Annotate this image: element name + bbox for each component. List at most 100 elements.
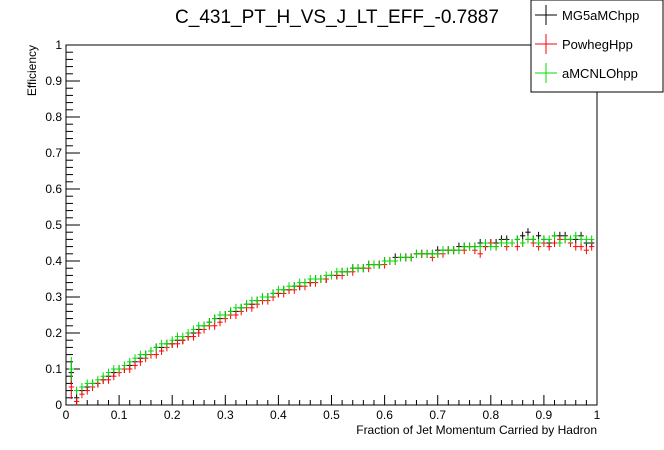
x-tick-label: 0.1	[111, 408, 128, 422]
data-point	[249, 296, 255, 305]
data-point	[196, 329, 202, 337]
data-point	[79, 390, 85, 399]
data-point	[520, 231, 526, 240]
data-point	[259, 293, 266, 301]
data-point	[535, 231, 542, 240]
data-point	[212, 321, 218, 330]
data-point	[525, 235, 531, 244]
y-tick-label: 1	[55, 38, 62, 52]
data-point	[567, 235, 574, 244]
data-point	[530, 235, 536, 244]
data-point	[456, 246, 462, 255]
data-point	[477, 249, 483, 258]
x-axis-label: Fraction of Jet Momentum Carried by Hadr…	[356, 423, 597, 437]
data-points	[68, 228, 595, 406]
data-point	[562, 235, 568, 244]
data-point	[408, 253, 414, 262]
data-point	[482, 239, 489, 247]
y-tick-label: 0.3	[45, 290, 62, 304]
legend-entry: MG5aMChpp	[535, 5, 639, 25]
data-point	[68, 357, 74, 381]
data-point	[424, 249, 430, 258]
x-tick-label: 0	[63, 408, 70, 422]
data-point	[84, 386, 90, 395]
y-tick-label: 0.4	[45, 254, 62, 268]
data-point	[105, 375, 112, 384]
data-point	[137, 350, 143, 359]
data-point	[153, 350, 159, 359]
data-point	[488, 242, 494, 251]
data-point	[217, 318, 223, 327]
legend-label: MG5aMChpp	[562, 8, 639, 23]
data-point	[212, 314, 218, 323]
data-point	[196, 321, 202, 330]
data-point	[286, 282, 292, 291]
data-point	[89, 379, 96, 388]
x-tick-label: 0.9	[536, 408, 553, 422]
data-point	[578, 242, 584, 251]
data-point	[546, 242, 552, 251]
data-point	[461, 242, 467, 251]
data-point	[73, 386, 80, 395]
data-point	[583, 246, 590, 255]
y-tick-label: 0.6	[45, 182, 62, 196]
x-tick-label: 0.3	[217, 408, 234, 422]
data-point	[270, 289, 276, 298]
data-point	[413, 249, 420, 258]
y-axis: 0 0.1 0.2 0.3 0.4 0.5 0.6 0.7 0.8 0.9 1	[45, 38, 80, 412]
legend-label: aMCNLOhpp	[562, 66, 638, 81]
data-point	[127, 365, 133, 373]
data-point	[371, 260, 377, 269]
x-tick-label: 0.4	[270, 408, 287, 422]
data-point	[233, 303, 239, 312]
y-tick-label: 0.2	[45, 326, 62, 340]
x-tick-label: 0.5	[323, 408, 340, 422]
data-point	[243, 300, 250, 309]
chart-title: C_431_PT_H_VS_J_LT_EFF_-0.7887	[175, 7, 499, 28]
data-point	[111, 372, 117, 381]
data-point	[589, 242, 595, 251]
data-point	[387, 257, 393, 265]
legend-label: PowhegHpp	[562, 37, 633, 52]
data-point	[514, 235, 521, 244]
data-point	[307, 275, 313, 283]
data-point	[493, 242, 499, 251]
data-point	[132, 354, 138, 363]
data-point	[265, 293, 271, 301]
data-point	[185, 329, 191, 337]
data-point	[541, 235, 547, 244]
legend-entry: PowhegHpp	[535, 34, 633, 54]
legend: MG5aMChpp PowhegHpp aMCNLOhpp	[530, 0, 664, 93]
data-point	[281, 285, 287, 294]
series-aMCNLOhpp	[68, 231, 595, 395]
data-point	[376, 260, 382, 269]
data-point	[429, 249, 436, 258]
data-point	[174, 332, 181, 341]
legend-entry: aMCNLOhpp	[535, 63, 638, 83]
data-point	[302, 278, 308, 287]
y-axis-label: Efficiency	[25, 45, 39, 96]
data-point	[291, 282, 297, 291]
data-point	[142, 350, 149, 359]
data-point	[180, 332, 186, 341]
data-point	[392, 257, 398, 265]
data-point	[233, 311, 239, 319]
data-point	[450, 246, 457, 255]
data-point	[275, 285, 282, 294]
data-point	[148, 347, 154, 355]
y-tick-label: 0.8	[45, 110, 62, 124]
data-point	[514, 242, 521, 251]
data-point	[95, 375, 101, 384]
data-point	[535, 239, 542, 247]
data-point	[174, 339, 181, 348]
data-point	[111, 365, 117, 373]
data-point	[466, 242, 473, 251]
data-point	[573, 242, 579, 251]
data-point	[551, 239, 558, 247]
data-point	[201, 321, 207, 330]
data-point	[589, 235, 595, 244]
data-point	[504, 239, 510, 247]
data-point	[328, 271, 335, 280]
x-tick-label: 0.7	[429, 408, 446, 422]
